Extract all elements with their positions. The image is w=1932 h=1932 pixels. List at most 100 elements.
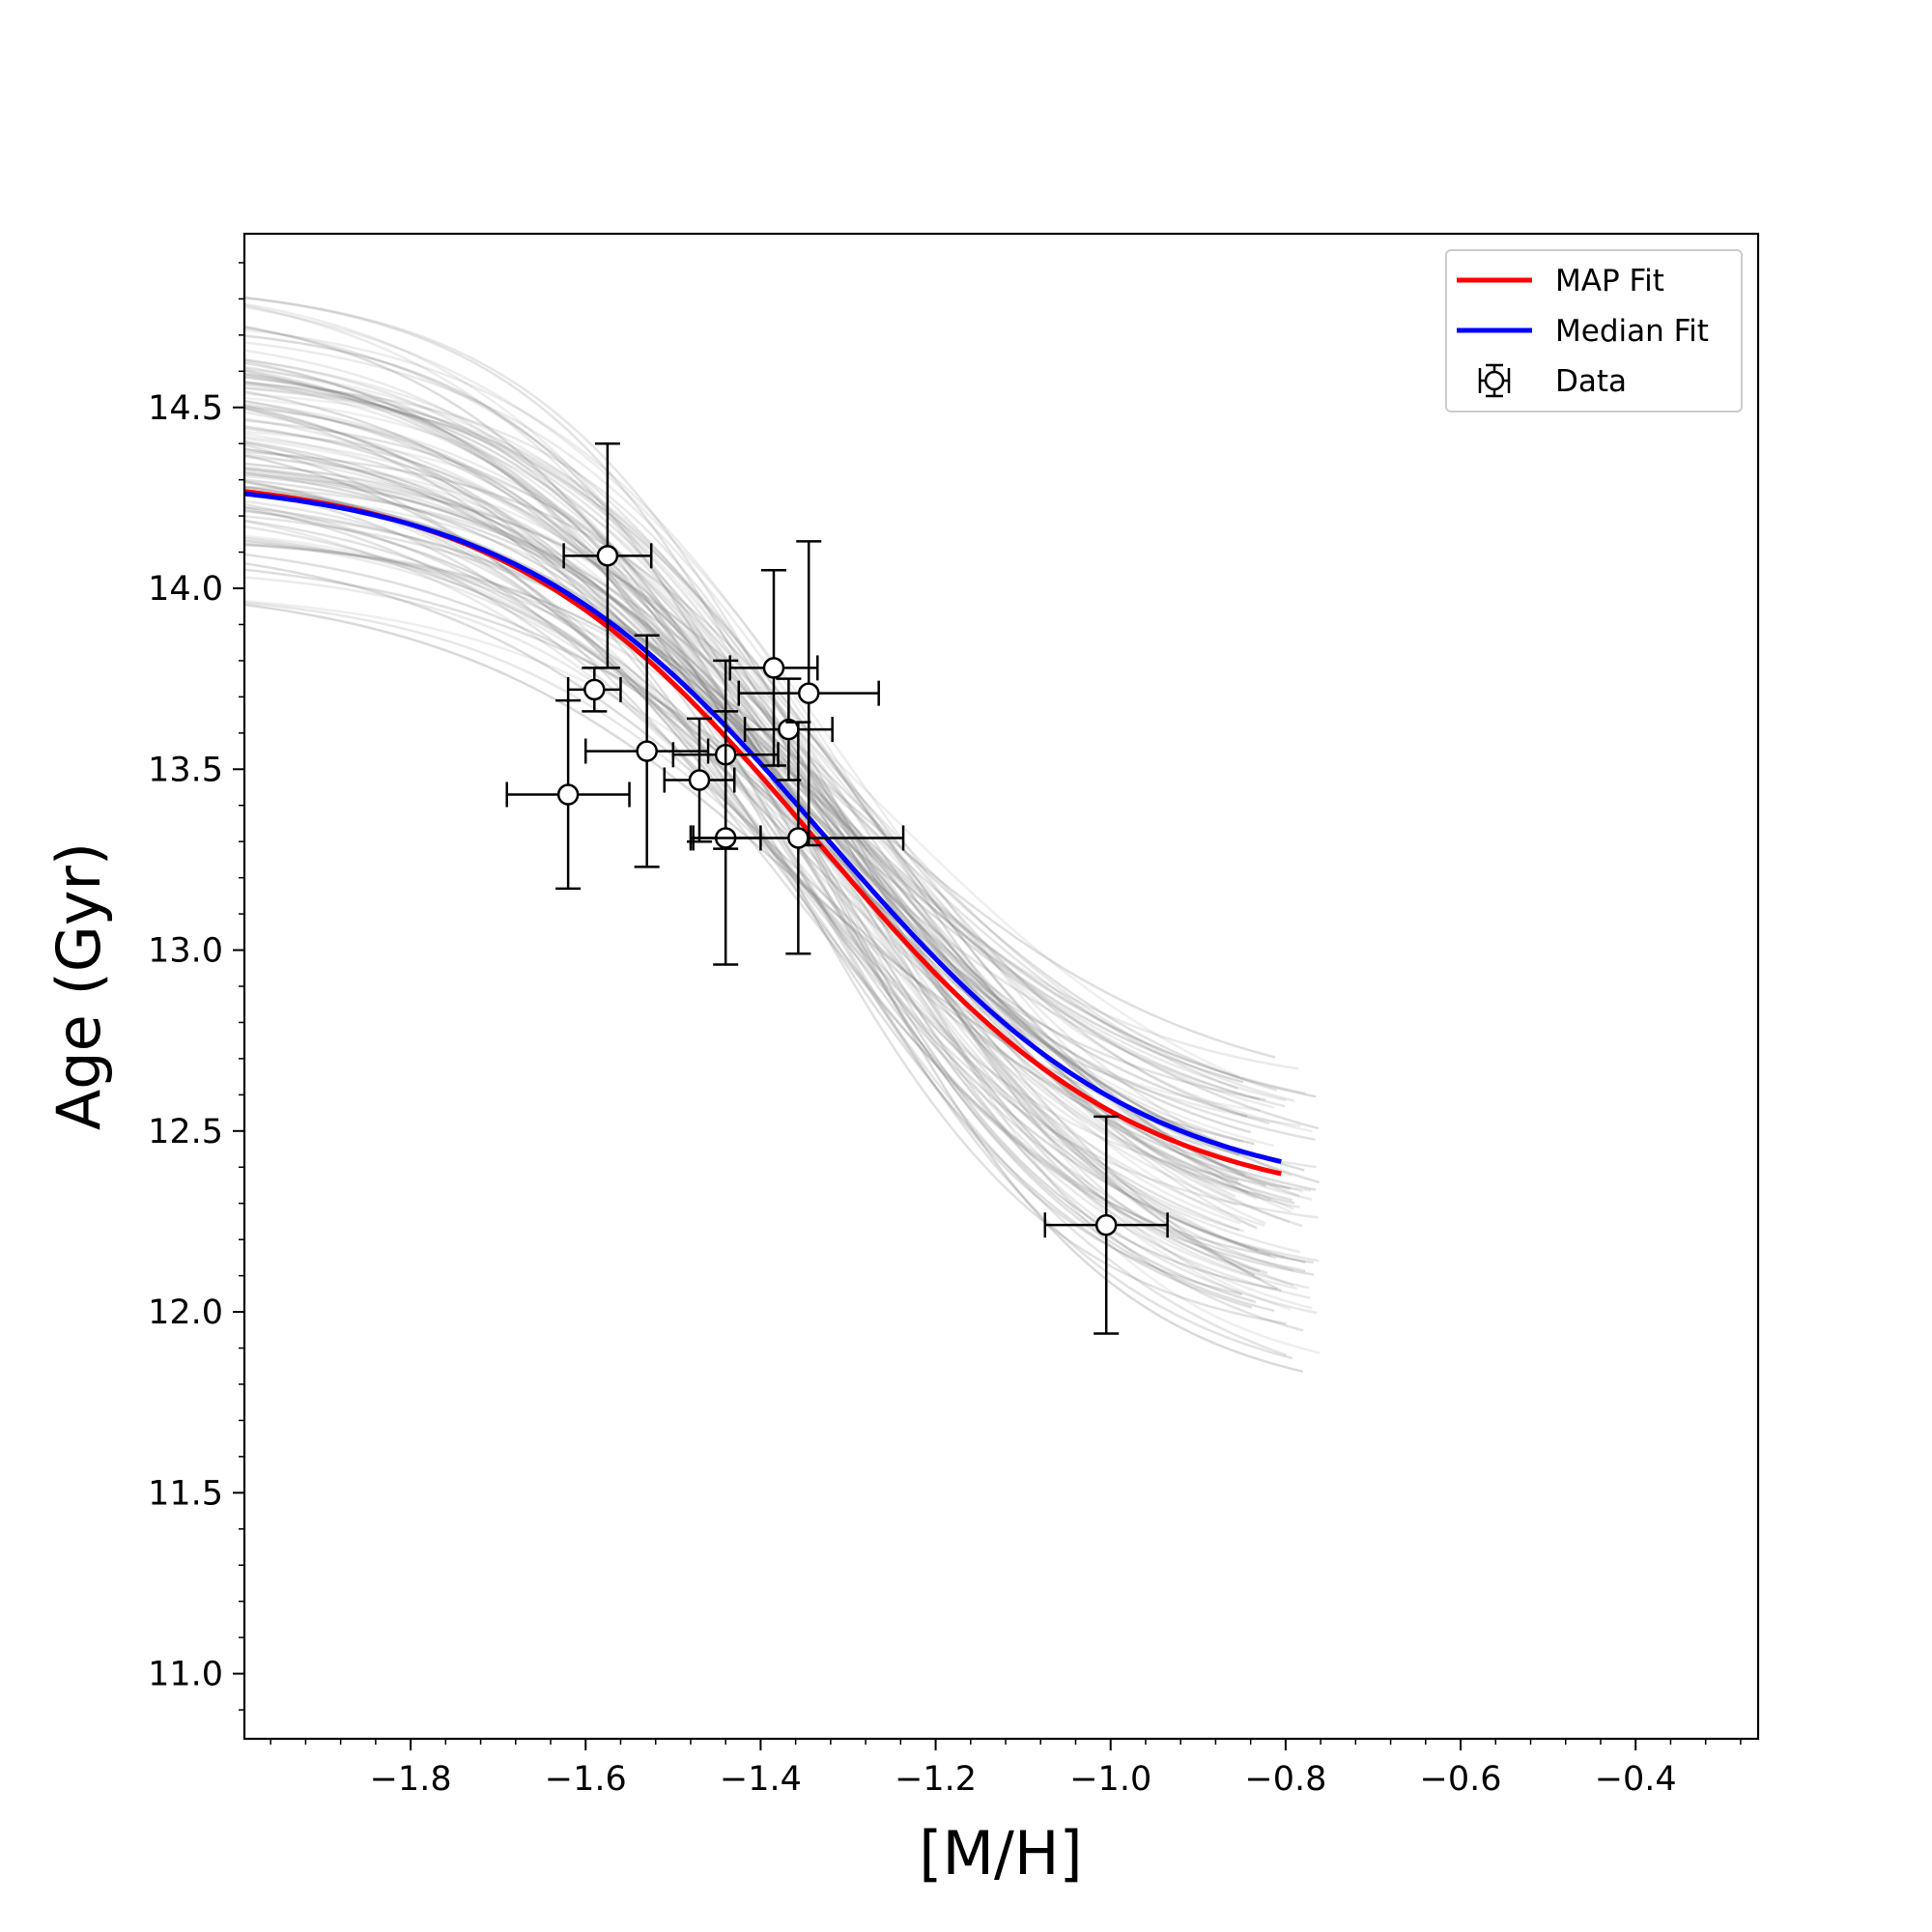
y-tick-label: 14.5: [148, 389, 223, 428]
legend-data-swatch: [1478, 363, 1511, 398]
posterior-sample-curve: [244, 407, 1253, 1309]
legend-map-fit-label: MAP Fit: [1555, 264, 1664, 298]
posterior-sample-curve: [244, 430, 1261, 1197]
posterior-sample-curve: [244, 403, 1295, 1205]
posterior-sample-curve: [244, 468, 1295, 1102]
posterior-sample-curve: [244, 361, 1293, 1360]
posterior-sample-curve: [244, 576, 1312, 1192]
posterior-sample-curve: [244, 553, 1321, 1184]
x-tick-label: −0.8: [1244, 1760, 1326, 1799]
posterior-sample-curve: [244, 539, 1287, 1102]
data-point: [743, 677, 834, 781]
data-point: [728, 569, 819, 767]
posterior-sample-curve: [244, 297, 1261, 1273]
data-marker: [583, 678, 606, 701]
posterior-sample-curve: [244, 561, 1292, 1190]
posterior-sample-curve: [244, 447, 1240, 1078]
data-points: [505, 441, 1169, 1335]
posterior-sample-curve: [244, 441, 1248, 1118]
y-tick-label: 12.5: [148, 1113, 223, 1151]
posterior-sample-curve: [244, 462, 1244, 1143]
posterior-sample-curve: [244, 436, 1313, 1133]
posterior-sample-curve: [244, 455, 1241, 1225]
data-point: [663, 717, 736, 843]
posterior-sample-curve: [244, 296, 1271, 1257]
x-axis-label: [M/H]: [919, 1818, 1082, 1889]
posterior-sample-curve: [244, 539, 1301, 1127]
posterior-sample-curve: [244, 600, 1274, 1148]
posterior-sample-curve: [244, 453, 1311, 1299]
posterior-sample-curve: [244, 411, 1294, 1210]
posterior-sample-curve: [244, 474, 1262, 1280]
posterior-sample-curve: [244, 450, 1270, 1125]
posterior-sample-curve: [244, 506, 1240, 1232]
y-tick-label: 11.0: [148, 1656, 223, 1694]
x-tick-label: −1.4: [720, 1760, 802, 1799]
posterior-sample-curve: [244, 454, 1306, 1264]
y-tick-label: 11.5: [148, 1474, 223, 1513]
posterior-sample-curve: [244, 534, 1261, 1112]
posterior-sample-curve: [244, 520, 1265, 1227]
data-marker: [787, 827, 810, 849]
data-marker: [688, 769, 711, 791]
posterior-sample-curve: [244, 505, 1276, 1059]
posterior-sample-curve: [244, 437, 1243, 1296]
data-marker: [797, 682, 820, 704]
data-marker: [596, 545, 619, 567]
plot-area: [244, 296, 1321, 1374]
y-axis-ticks: 11.0 11.5 12.0 12.5 13.0 13.5 14.0 14.5: [148, 262, 244, 1711]
x-tick-label: −1.8: [370, 1760, 452, 1799]
posterior-sample-curve: [244, 400, 1293, 1178]
posterior-sample-curve: [244, 396, 1258, 1229]
legend-median-fit-label: Median Fit: [1555, 314, 1709, 349]
legend-data-label: Data: [1555, 364, 1627, 399]
x-tick-label: −1.6: [545, 1760, 627, 1799]
data-marker: [1094, 1213, 1118, 1236]
y-tick-label: 13.0: [148, 932, 223, 971]
posterior-sample-curve: [244, 471, 1251, 1134]
data-point: [584, 634, 710, 868]
posterior-sample-curve: [244, 480, 1315, 1276]
x-tick-label: −0.4: [1595, 1760, 1677, 1799]
posterior-sample-curve: [244, 382, 1309, 1290]
posterior-sample-curve: [244, 462, 1275, 1109]
posterior-sample-curve: [244, 466, 1249, 1194]
posterior-sample-curve: [244, 326, 1236, 1198]
posterior-sample-curve: [244, 381, 1243, 1166]
posterior-sample-curve: [244, 542, 1261, 1101]
data-marker: [556, 783, 580, 806]
x-tick-label: −0.6: [1420, 1760, 1502, 1799]
posterior-sample-curve: [244, 525, 1286, 1108]
posterior-sample-curve: [244, 368, 1300, 1209]
y-tick-label: 12.0: [148, 1293, 223, 1332]
y-tick-label: 13.5: [148, 751, 223, 789]
posterior-sample-curve: [244, 479, 1238, 1207]
posterior-sample-curve: [244, 485, 1317, 1098]
posterior-sample-curve: [244, 303, 1277, 1260]
posterior-sample-curve: [244, 376, 1267, 1187]
data-point: [1043, 1115, 1169, 1335]
posterior-sample-curve: [244, 469, 1278, 1092]
posterior-sample-curve: [244, 432, 1286, 1259]
data-marker: [762, 657, 785, 679]
posterior-sample-curve: [244, 515, 1238, 1091]
data-point: [562, 441, 653, 669]
posterior-sample-curve: [244, 372, 1287, 1325]
data-point: [737, 540, 880, 847]
posterior-sample-curve: [244, 468, 1239, 1182]
posterior-sample-curve: [244, 427, 1304, 1332]
posterior-sample-curve: [244, 383, 1294, 1272]
legend-frame: [1445, 249, 1743, 412]
y-axis-label: Age (Gyr): [43, 842, 114, 1130]
data-marker: [636, 740, 658, 762]
data-point: [692, 721, 905, 955]
posterior-sample-curve: [244, 416, 1259, 1231]
posterior-sample-curve: [244, 328, 1266, 1225]
posterior-sample-curve: [244, 536, 1266, 1101]
legend: MAP Fit Median Fit Data: [1445, 249, 1743, 412]
posterior-sample-curve: [244, 478, 1246, 1177]
posterior-sample-curve: [244, 386, 1292, 1311]
posterior-sample-curve: [244, 358, 1318, 1315]
posterior-sample-curve: [244, 519, 1316, 1142]
